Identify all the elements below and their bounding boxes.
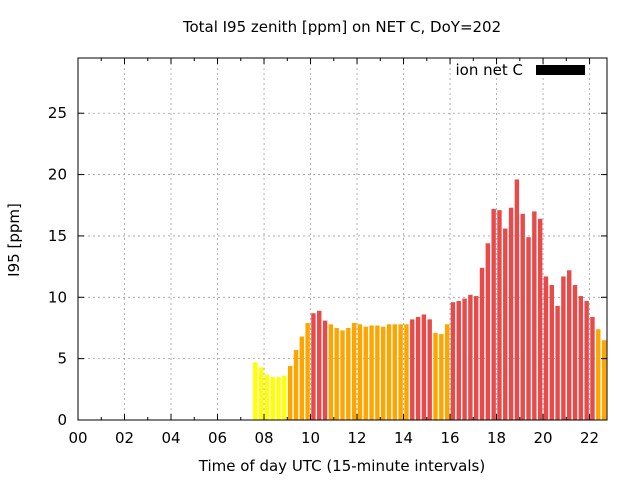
bar: [526, 237, 531, 420]
bar: [584, 300, 589, 420]
y-tick-label: 20: [48, 166, 67, 184]
bar: [514, 179, 520, 420]
bar: [410, 319, 415, 420]
y-tick-label: 0: [57, 411, 67, 429]
bar: [473, 296, 479, 420]
bar: [456, 300, 461, 420]
bar: [596, 329, 601, 420]
x-axis-label: Time of day UTC (15-minute intervals): [198, 457, 485, 475]
bar: [322, 320, 328, 420]
bar: [450, 302, 456, 420]
bar: [561, 276, 566, 420]
bar: [311, 313, 316, 420]
tick-labels: 00 02 04 06 08 10 12 14 16 18 20 22 0 5 10 15 20 25: [48, 104, 599, 447]
bar: [369, 325, 374, 420]
bar: [415, 316, 421, 420]
y-tick-label: 25: [48, 104, 67, 122]
bar: [351, 323, 357, 420]
bar: [258, 367, 264, 420]
bar: [491, 208, 496, 420]
bar: [601, 340, 607, 420]
y-axis-label: I95 [ppm]: [5, 203, 23, 277]
bar: [479, 267, 485, 420]
y-tick-label: 15: [48, 227, 67, 245]
bar: [282, 375, 287, 420]
bar: [590, 316, 595, 420]
bar: [503, 228, 508, 420]
x-tick-label: 18: [487, 429, 506, 447]
y-tick-label: 5: [57, 350, 67, 368]
bar: [386, 324, 392, 420]
x-tick-label: 14: [394, 429, 413, 447]
bar: [572, 285, 578, 420]
legend: ion net C: [456, 61, 585, 79]
bar: [497, 210, 502, 420]
x-tick-label: 06: [208, 429, 227, 447]
x-tick-label: 12: [347, 429, 366, 447]
bar: [567, 270, 572, 420]
x-tick-label: 08: [254, 429, 273, 447]
bar: [340, 330, 345, 420]
x-tick-label: 16: [440, 429, 459, 447]
bar: [404, 324, 409, 420]
chart-title: Total I95 zenith [ppm] on NET C, DoY=202: [182, 18, 501, 36]
bar: [293, 350, 299, 420]
x-tick-label: 04: [161, 429, 180, 447]
x-tick-label: 10: [301, 429, 320, 447]
bar: [270, 377, 275, 420]
bar: [264, 374, 270, 420]
bar: [392, 324, 398, 420]
bar: [346, 327, 351, 420]
bar: [317, 310, 322, 420]
bar: [334, 327, 339, 420]
bar: [485, 243, 491, 420]
bar: [444, 324, 450, 420]
bar: [357, 324, 363, 420]
bar: [508, 207, 514, 420]
bar: [520, 213, 525, 420]
bar: [375, 325, 380, 420]
bar: [543, 276, 549, 420]
bar: [555, 305, 560, 420]
bar: [468, 294, 473, 420]
x-tick-label: 20: [534, 429, 553, 447]
bar: [287, 366, 293, 420]
plot-frame: [77, 57, 608, 421]
bar: [253, 362, 258, 420]
y-tick-label: 10: [48, 288, 67, 306]
bar: [462, 298, 467, 420]
legend-label: ion net C: [456, 61, 523, 79]
bar: [578, 296, 584, 420]
bar: [421, 314, 427, 420]
legend-swatch: [536, 65, 585, 75]
axis-ticks: [77, 58, 607, 421]
bar: [433, 332, 438, 420]
x-tick-label: 22: [580, 429, 599, 447]
bar: [427, 319, 432, 420]
bar: [363, 326, 368, 420]
bar-series: [253, 179, 607, 420]
bar: [549, 285, 554, 420]
bar: [276, 377, 281, 420]
x-tick-label: 00: [68, 429, 87, 447]
bar: [299, 336, 305, 420]
bar: [328, 324, 334, 420]
x-tick-label: 02: [115, 429, 134, 447]
bar: [439, 334, 444, 420]
bar: [398, 324, 403, 420]
bar: [537, 218, 543, 420]
bar: [532, 211, 537, 420]
bar: [380, 326, 386, 420]
bar: [305, 323, 310, 420]
